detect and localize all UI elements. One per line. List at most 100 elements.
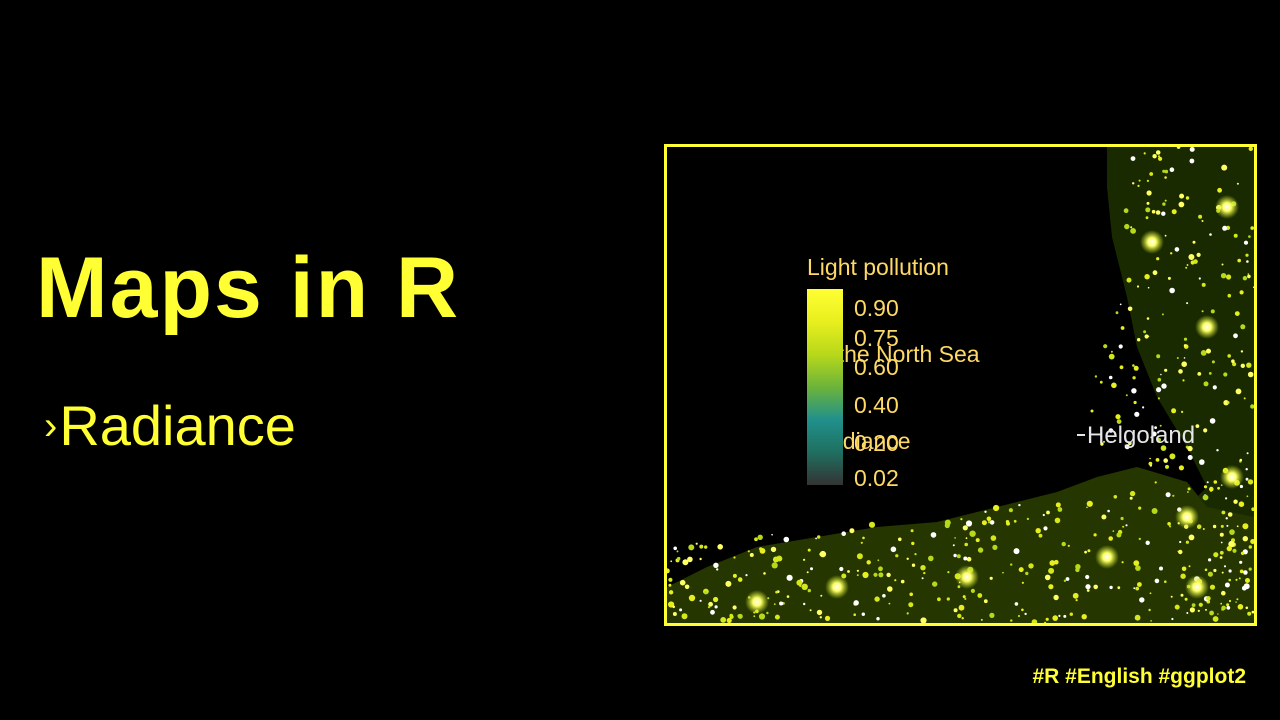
light-speck: [964, 597, 967, 600]
light-speck: [1164, 580, 1167, 583]
light-speck: [1160, 373, 1162, 376]
light-speck: [1136, 285, 1140, 288]
light-speck: [1110, 350, 1113, 353]
light-speck: [984, 510, 987, 513]
light-speck: [1157, 438, 1161, 442]
light-speck: [779, 601, 784, 606]
light-speck: [969, 530, 976, 537]
light-speck: [1220, 524, 1224, 528]
light-speck: [699, 544, 704, 549]
light-speck: [1134, 614, 1141, 621]
light-speck: [1189, 158, 1195, 164]
light-speck: [1108, 353, 1115, 360]
light-speck: [668, 583, 672, 587]
light-speck: [1203, 485, 1208, 489]
light-speck: [773, 603, 776, 605]
light-speck: [962, 595, 966, 599]
light-speck: [900, 579, 905, 584]
light-speck: [952, 544, 955, 547]
light-speck: [1217, 187, 1222, 193]
light-speck: [1216, 449, 1219, 452]
light-speck: [1253, 286, 1254, 288]
light-speck: [771, 562, 778, 569]
light-speck: [1221, 510, 1226, 515]
light-speck: [1232, 548, 1237, 553]
light-speck: [1143, 330, 1147, 334]
light-speck: [1054, 517, 1061, 524]
light-speck: [1199, 459, 1205, 465]
light-speck: [890, 546, 897, 553]
light-speck: [908, 602, 914, 608]
light-speck: [1246, 495, 1249, 498]
light-speck: [1148, 608, 1151, 612]
light-speck: [1197, 372, 1202, 376]
light-speck: [1176, 357, 1179, 359]
light-speck: [853, 600, 859, 606]
light-speck: [1113, 495, 1118, 499]
light-speck: [953, 553, 957, 558]
light-speck: [873, 572, 878, 577]
light-speck: [676, 550, 679, 553]
light-speck: [878, 566, 883, 572]
light-speck: [1239, 560, 1243, 564]
light-speck: [1184, 597, 1188, 601]
light-speck: [1195, 424, 1200, 428]
light-speck: [894, 579, 897, 582]
light-speck: [987, 521, 991, 524]
light-speck: [1181, 410, 1184, 413]
light-speck: [1187, 455, 1193, 460]
light-speck: [1180, 573, 1186, 579]
light-speck: [819, 616, 822, 619]
light-speck: [989, 520, 995, 525]
light-speck: [754, 537, 758, 542]
legend-colorbar: [807, 289, 843, 485]
light-speck: [1226, 603, 1230, 607]
light-speck: [1187, 445, 1193, 452]
light-speck: [1226, 545, 1232, 552]
light-speck: [920, 617, 927, 623]
light-speck: [970, 588, 975, 593]
light-speck: [1157, 155, 1161, 158]
light-speck: [1235, 388, 1242, 395]
light-speck: [1193, 259, 1198, 264]
light-speck: [856, 574, 859, 577]
light-speck: [1087, 549, 1091, 553]
light-speck: [1155, 150, 1161, 155]
light-speck: [670, 560, 673, 563]
light-speck: [732, 605, 737, 610]
light-speck: [1129, 496, 1133, 500]
light-speck: [786, 595, 790, 598]
light-speck: [1210, 309, 1215, 314]
light-speck: [1196, 524, 1202, 529]
light-speck: [1197, 609, 1200, 612]
light-speck: [714, 605, 718, 609]
light-speck: [1192, 240, 1196, 244]
light-speck: [1044, 574, 1051, 581]
light-speck: [1161, 313, 1164, 316]
legend-tick-label: 0.90: [854, 295, 899, 321]
light-speck: [1189, 607, 1195, 613]
light-speck: [1031, 619, 1038, 623]
light-speck: [1240, 363, 1245, 368]
light-speck: [672, 605, 675, 609]
light-speck: [1115, 311, 1119, 315]
light-speck: [1223, 565, 1227, 568]
light-speck: [1217, 613, 1219, 615]
light-speck: [1149, 592, 1152, 595]
light-speck: [878, 572, 884, 578]
land-east: [667, 147, 1254, 623]
light-speck: [909, 592, 913, 597]
light-speck: [1054, 559, 1059, 565]
light-speck: [1132, 364, 1135, 367]
light-speck: [708, 601, 713, 607]
light-speck: [758, 613, 766, 620]
light-speck: [803, 558, 806, 561]
light-speck: [1018, 503, 1021, 507]
light-speck: [882, 594, 886, 598]
light-speck: [1144, 334, 1149, 339]
light-speck: [1164, 169, 1169, 174]
light-speck: [1171, 209, 1177, 215]
light-speck: [856, 569, 859, 572]
light-speck: [1238, 501, 1245, 508]
light-speck: [1196, 252, 1201, 257]
